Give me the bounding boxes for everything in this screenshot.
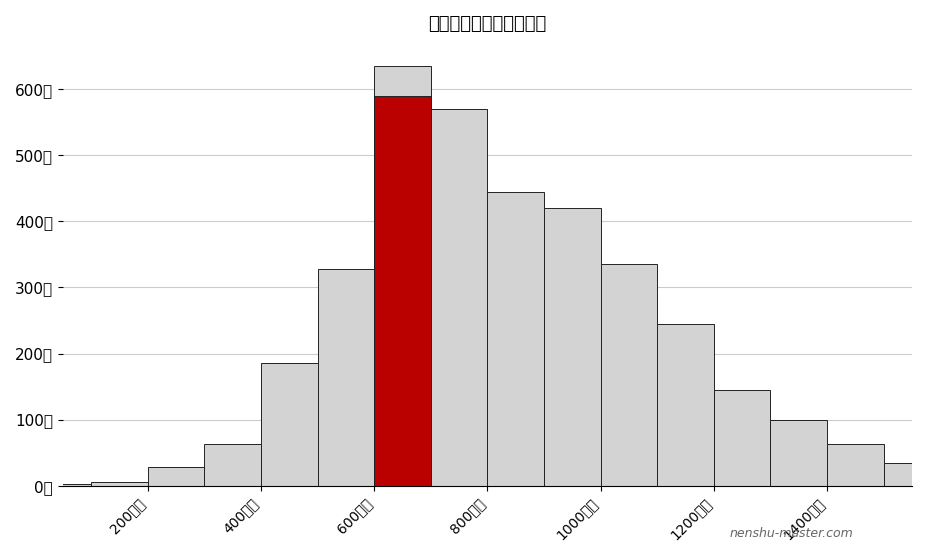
Bar	[883, 462, 927, 486]
Bar	[657, 324, 714, 486]
Bar	[375, 66, 431, 486]
Bar	[544, 208, 601, 486]
Bar	[431, 109, 488, 486]
Bar	[601, 264, 657, 486]
Bar	[34, 485, 91, 486]
Bar	[261, 363, 318, 486]
Bar	[147, 467, 204, 486]
Bar	[91, 482, 147, 486]
Text: nenshu-master.com: nenshu-master.com	[730, 527, 853, 540]
Bar	[770, 419, 827, 486]
Bar	[488, 192, 544, 486]
Bar	[714, 390, 770, 486]
Bar	[827, 444, 883, 486]
Bar	[318, 269, 375, 486]
Bar	[375, 96, 431, 486]
Title: 植木組の年収ポジション: 植木組の年収ポジション	[428, 15, 547, 33]
Bar	[204, 444, 261, 486]
